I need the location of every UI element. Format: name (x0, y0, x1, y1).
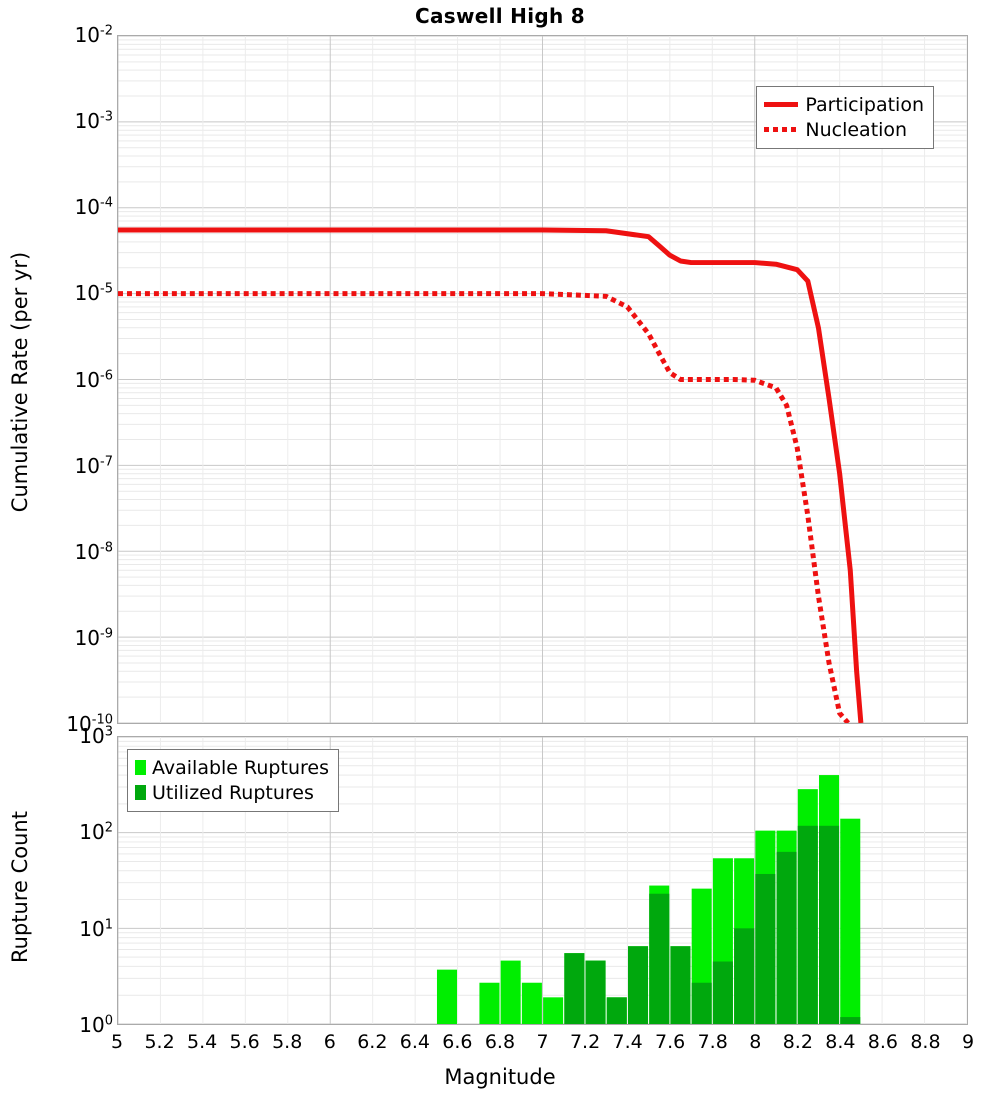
y-tick-1e0: 100 (79, 1013, 113, 1037)
y-tick-1e3: 103 (79, 724, 113, 748)
bottom-plot-y-tick-labels: 103 102 101 100 (0, 0, 113, 1100)
x-tick-6: 6 (323, 1031, 336, 1053)
x-tick-6.6: 6.6 (442, 1031, 473, 1053)
y-tick-1e-4: 10-4 (74, 195, 113, 220)
x-tick-5.6: 5.6 (229, 1031, 260, 1053)
bottom-legend: Available Ruptures Utilized Ruptures (127, 749, 339, 812)
y-tick-1e-3: 10-3 (74, 109, 113, 134)
curve-nucleation (118, 291, 851, 723)
bar-utilized (691, 982, 712, 1024)
bar-utilized (755, 873, 776, 1024)
x-tick-7: 7 (536, 1031, 549, 1053)
dotted-line-icon (764, 123, 799, 137)
x-tick-8.2: 8.2 (782, 1031, 813, 1053)
legend-label-participation: Participation (805, 93, 924, 116)
top-plot-grid (118, 36, 967, 723)
bar-utilized (627, 946, 649, 1024)
x-tick-7.4: 7.4 (612, 1031, 643, 1053)
y-tick-1e-7: 10-7 (74, 453, 113, 478)
top-legend: Participation Nucleation (756, 86, 934, 149)
legend-label-available-ruptures: Available Ruptures (152, 756, 329, 779)
y-tick-1e1: 101 (79, 916, 113, 941)
x-tick-8.8: 8.8 (910, 1031, 941, 1053)
x-tick-8.6: 8.6 (867, 1031, 898, 1053)
x-tick-6.8: 6.8 (484, 1031, 516, 1053)
bar-available (521, 982, 542, 1024)
cumulative-rate-plot: Participation Nucleation (117, 35, 968, 724)
bar-available (479, 982, 500, 1024)
y-tick-1e-6: 10-6 (74, 367, 113, 392)
solid-line-icon (764, 98, 799, 112)
legend-item-participation: Participation (764, 92, 924, 117)
available-swatch-icon (135, 760, 146, 775)
x-tick-5.8: 5.8 (272, 1031, 303, 1053)
x-tick-7.6: 7.6 (655, 1031, 686, 1053)
y-tick-1e-9: 10-9 (74, 625, 113, 650)
x-tick-6.2: 6.2 (357, 1031, 388, 1053)
bar-available (840, 818, 861, 1024)
bar-utilized (797, 825, 818, 1024)
bar-utilized (776, 851, 797, 1024)
top-plot-data (118, 36, 967, 723)
bar-utilized (734, 928, 755, 1024)
utilized-swatch-icon (135, 785, 146, 800)
bottom-plot-data (118, 737, 967, 1024)
legend-label-utilized-ruptures: Utilized Ruptures (152, 781, 314, 804)
bar-utilized (649, 893, 670, 1024)
legend-item-available-ruptures: Available Ruptures (135, 755, 329, 780)
y-tick-1e-8: 10-8 (74, 539, 113, 564)
x-tick-7.2: 7.2 (569, 1031, 601, 1053)
y-tick-1e-2: 10-2 (74, 23, 113, 47)
curve-participation (118, 227, 864, 723)
bar-utilized (840, 1017, 861, 1024)
bar-utilized (712, 961, 733, 1024)
x-tick-5: 5 (110, 1031, 124, 1053)
x-axis-title: Magnitude (444, 1065, 556, 1089)
bar-utilized (564, 953, 585, 1024)
rupture-count-plot: Available Ruptures Utilized Ruptures (117, 736, 968, 1025)
bar-available (500, 960, 521, 1024)
bar-utilized (670, 946, 691, 1024)
x-tick-5.2: 5.2 (144, 1031, 175, 1053)
x-tick-6.4: 6.4 (399, 1031, 430, 1053)
bar-utilized (585, 960, 606, 1024)
page-title: Caswell High 8 (414, 4, 586, 28)
x-tick-8: 8 (749, 1031, 762, 1053)
bar-available (436, 969, 458, 1024)
bottom-plot-y-axis-title: Rupture Count (8, 811, 32, 963)
legend-item-nucleation: Nucleation (764, 117, 924, 142)
x-tick-9: 9 (961, 1031, 975, 1053)
legend-label-nucleation: Nucleation (805, 118, 908, 141)
y-tick-1e-10: 10-10 (66, 712, 113, 736)
bar-utilized (819, 825, 840, 1024)
bar-available (543, 997, 564, 1024)
top-plot-y-tick-labels: 10-2 10-3 10-4 10-5 10-6 10-7 10-8 10-9 10-10 (0, 0, 113, 1100)
x-tick-5.4: 5.4 (186, 1031, 218, 1053)
x-tick-7.8: 7.8 (697, 1031, 728, 1053)
y-tick-1e2: 102 (79, 820, 113, 845)
x-tick-8.4: 8.4 (825, 1031, 856, 1053)
legend-item-utilized-ruptures: Utilized Ruptures (135, 780, 329, 805)
y-tick-1e-5: 10-5 (74, 281, 113, 306)
bar-utilized (606, 997, 627, 1024)
